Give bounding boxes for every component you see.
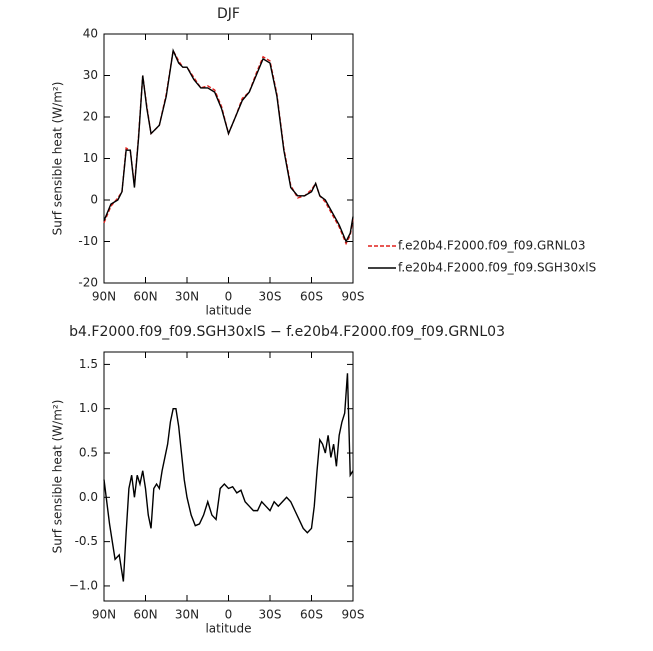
y-axis-label: Surf sensible heat (W/m²) (51, 82, 65, 236)
y-tick-label: 30 (83, 68, 98, 82)
x-tick-label: 0 (225, 290, 233, 304)
y-tick-label: 1.0 (79, 401, 98, 415)
x-tick-label: 90N (92, 608, 116, 622)
legend-label: f.e20b4.F2000.f09_f09.GRNL03 (398, 239, 586, 253)
x-tick-label: 60N (133, 290, 157, 304)
data-line (103, 373, 354, 582)
y-tick-label: -20 (78, 276, 98, 290)
y-tick-label: 40 (83, 27, 98, 41)
y-tick-label: 0.5 (79, 446, 98, 460)
x-axis-label: latitude (205, 304, 251, 318)
chart-title: DJF (217, 6, 240, 22)
x-tick-label: 0 (225, 608, 233, 622)
x-tick-label: 30N (175, 608, 199, 622)
chart-title: b4.F2000.f09_f09.SGH30xlS − f.e20b4.F200… (69, 324, 505, 340)
y-tick-label: 0.0 (79, 490, 98, 504)
y-tick-label: 20 (83, 110, 98, 124)
data-line (103, 48, 354, 246)
y-tick-label: 0 (90, 193, 98, 207)
x-tick-label: 90N (92, 290, 116, 304)
y-tick-label: -0.5 (75, 534, 98, 548)
y-tick-label: -10 (78, 234, 98, 248)
y-tick-label: 1.5 (79, 357, 98, 371)
x-tick-label: 30S (259, 290, 282, 304)
legend-label: f.e20b4.F2000.f09_f09.SGH30xlS (398, 261, 596, 275)
plot-frame (103, 33, 354, 284)
y-axis-label: Surf sensible heat (W/m²) (51, 400, 65, 554)
y-tick-label: −1.0 (69, 578, 98, 592)
x-tick-label: 60N (133, 608, 157, 622)
x-tick-label: 90S (342, 608, 365, 622)
data-line (103, 48, 354, 244)
x-axis-label: latitude (205, 622, 251, 636)
x-tick-label: 90S (342, 290, 365, 304)
x-tick-label: 30N (175, 290, 199, 304)
x-tick-label: 60S (300, 608, 323, 622)
y-tick-label: 10 (83, 151, 98, 165)
x-tick-label: 60S (300, 290, 323, 304)
x-tick-label: 30S (259, 608, 282, 622)
